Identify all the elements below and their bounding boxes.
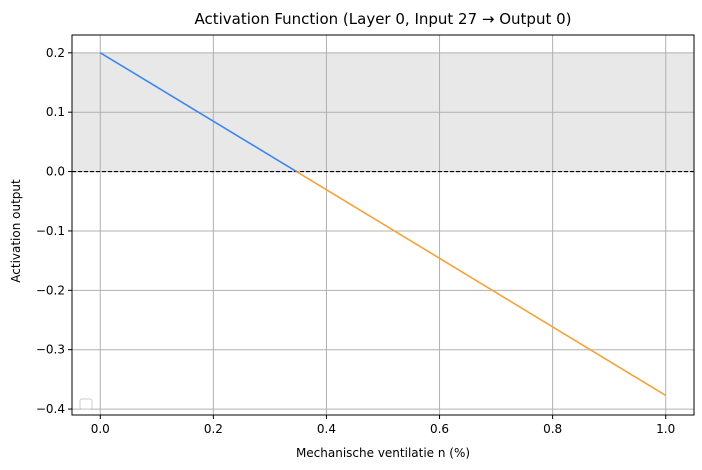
- y-tick-label-3: −0.1: [36, 224, 65, 238]
- y-tick-label-1: −0.3: [36, 343, 65, 357]
- x-tick-label-0: 0.0: [91, 422, 110, 436]
- x-axis-label: Mechanische ventilatie n (%): [296, 446, 470, 460]
- x-tick-label-5: 1.0: [656, 422, 675, 436]
- x-tick-label-3: 0.6: [430, 422, 449, 436]
- series-line-0: [99, 52, 297, 173]
- x-tick-label-2: 0.4: [317, 422, 336, 436]
- chart-title: Activation Function (Layer 0, Input 27 →…: [194, 10, 571, 28]
- y-tick-label-2: −0.2: [36, 283, 65, 297]
- legend-box: [79, 398, 93, 410]
- y-tick-label-4: 0.0: [46, 165, 65, 179]
- y-tick-label-5: 0.1: [46, 105, 65, 119]
- x-tick-label-1: 0.2: [204, 422, 223, 436]
- y-tick-label-6: 0.2: [46, 46, 65, 60]
- series-line-1: [296, 170, 667, 397]
- plot-area: 0.0 0.2 0.4 0.6 0.8 1.0 −0.4 −0.3 −0.2 −0.1 0.0 0.1…: [36, 34, 695, 436]
- x-tick-label-4: 0.8: [543, 422, 562, 436]
- plot-frame: [71, 34, 695, 416]
- y-axis-label: Activation output: [9, 179, 23, 283]
- y-tick-label-0: −0.4: [36, 402, 65, 416]
